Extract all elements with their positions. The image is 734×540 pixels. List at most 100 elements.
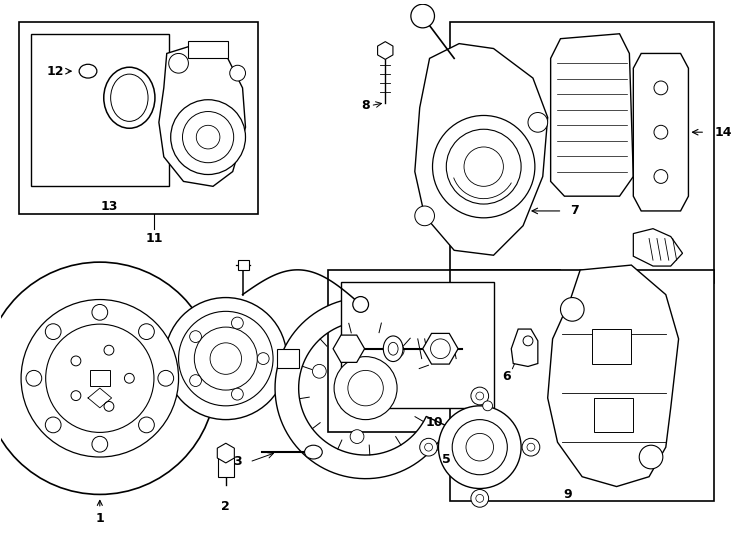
Polygon shape bbox=[633, 228, 683, 266]
Circle shape bbox=[411, 4, 435, 28]
Circle shape bbox=[471, 489, 489, 507]
Ellipse shape bbox=[383, 336, 403, 362]
Circle shape bbox=[26, 370, 42, 386]
Text: 14: 14 bbox=[715, 126, 733, 139]
Ellipse shape bbox=[111, 74, 148, 122]
Circle shape bbox=[654, 81, 668, 95]
Circle shape bbox=[420, 438, 437, 456]
Circle shape bbox=[528, 112, 548, 132]
Polygon shape bbox=[415, 44, 548, 255]
Text: 8: 8 bbox=[361, 99, 370, 112]
Circle shape bbox=[258, 353, 269, 364]
Circle shape bbox=[561, 298, 584, 321]
Circle shape bbox=[158, 370, 174, 386]
Text: 7: 7 bbox=[570, 205, 578, 218]
Polygon shape bbox=[633, 53, 688, 211]
Bar bbox=[90, 370, 109, 386]
Ellipse shape bbox=[79, 64, 97, 78]
Circle shape bbox=[415, 206, 435, 226]
Circle shape bbox=[348, 370, 383, 406]
Circle shape bbox=[476, 495, 484, 502]
Circle shape bbox=[169, 53, 189, 73]
Text: 11: 11 bbox=[145, 232, 163, 245]
Bar bbox=[189, 40, 228, 58]
Circle shape bbox=[476, 392, 484, 400]
Bar bbox=[328, 270, 452, 433]
Text: 13: 13 bbox=[101, 199, 118, 213]
Text: 10: 10 bbox=[426, 416, 443, 429]
Circle shape bbox=[527, 443, 535, 451]
Circle shape bbox=[183, 112, 233, 163]
Circle shape bbox=[654, 170, 668, 184]
Circle shape bbox=[522, 438, 539, 456]
Bar bbox=[450, 270, 714, 501]
Circle shape bbox=[92, 305, 108, 320]
Circle shape bbox=[171, 100, 245, 174]
Circle shape bbox=[139, 324, 154, 340]
Circle shape bbox=[92, 436, 108, 452]
Circle shape bbox=[438, 406, 521, 489]
Circle shape bbox=[139, 417, 154, 433]
Bar bbox=[19, 22, 258, 214]
Text: 4: 4 bbox=[433, 428, 465, 450]
Circle shape bbox=[466, 434, 493, 461]
Circle shape bbox=[471, 387, 489, 405]
Text: 9: 9 bbox=[563, 488, 572, 501]
Circle shape bbox=[21, 300, 178, 457]
Circle shape bbox=[452, 420, 507, 475]
Bar bbox=[277, 349, 299, 368]
Circle shape bbox=[231, 388, 243, 400]
Circle shape bbox=[195, 327, 258, 390]
Polygon shape bbox=[275, 298, 455, 478]
Circle shape bbox=[313, 364, 326, 378]
Bar bbox=[594, 398, 633, 433]
Circle shape bbox=[483, 401, 493, 411]
Circle shape bbox=[231, 317, 243, 329]
Text: 2: 2 bbox=[222, 500, 230, 513]
Bar bbox=[218, 457, 233, 477]
Circle shape bbox=[46, 324, 154, 433]
Circle shape bbox=[165, 298, 287, 420]
Circle shape bbox=[71, 391, 81, 401]
Circle shape bbox=[189, 375, 201, 387]
Text: 5: 5 bbox=[442, 454, 451, 467]
Polygon shape bbox=[512, 329, 538, 367]
Circle shape bbox=[432, 116, 535, 218]
Circle shape bbox=[104, 401, 114, 411]
Ellipse shape bbox=[388, 342, 398, 355]
Circle shape bbox=[178, 312, 273, 406]
Polygon shape bbox=[548, 265, 679, 487]
Circle shape bbox=[189, 330, 201, 342]
Circle shape bbox=[230, 65, 245, 81]
Circle shape bbox=[654, 125, 668, 139]
Circle shape bbox=[446, 129, 521, 204]
Text: 1: 1 bbox=[95, 501, 104, 524]
Ellipse shape bbox=[103, 68, 155, 129]
Bar bbox=[31, 34, 169, 186]
Circle shape bbox=[464, 147, 504, 186]
Circle shape bbox=[0, 262, 216, 495]
Circle shape bbox=[71, 356, 81, 366]
Text: 15: 15 bbox=[365, 298, 417, 311]
Circle shape bbox=[334, 356, 397, 420]
Text: 3: 3 bbox=[233, 455, 242, 468]
Circle shape bbox=[104, 345, 114, 355]
Circle shape bbox=[390, 343, 404, 357]
Circle shape bbox=[431, 339, 450, 359]
Bar bbox=[328, 270, 561, 433]
Ellipse shape bbox=[305, 445, 322, 459]
Circle shape bbox=[46, 417, 61, 433]
Circle shape bbox=[46, 324, 61, 340]
Bar bbox=[592, 329, 631, 363]
Polygon shape bbox=[159, 44, 245, 186]
Circle shape bbox=[125, 373, 134, 383]
Bar bbox=[450, 22, 714, 283]
Circle shape bbox=[425, 443, 432, 451]
Circle shape bbox=[639, 445, 663, 469]
Text: 12: 12 bbox=[47, 65, 65, 78]
Circle shape bbox=[353, 296, 368, 312]
Circle shape bbox=[210, 343, 241, 374]
Bar bbox=[238, 260, 250, 270]
Circle shape bbox=[350, 430, 364, 443]
Bar bbox=[341, 282, 493, 408]
